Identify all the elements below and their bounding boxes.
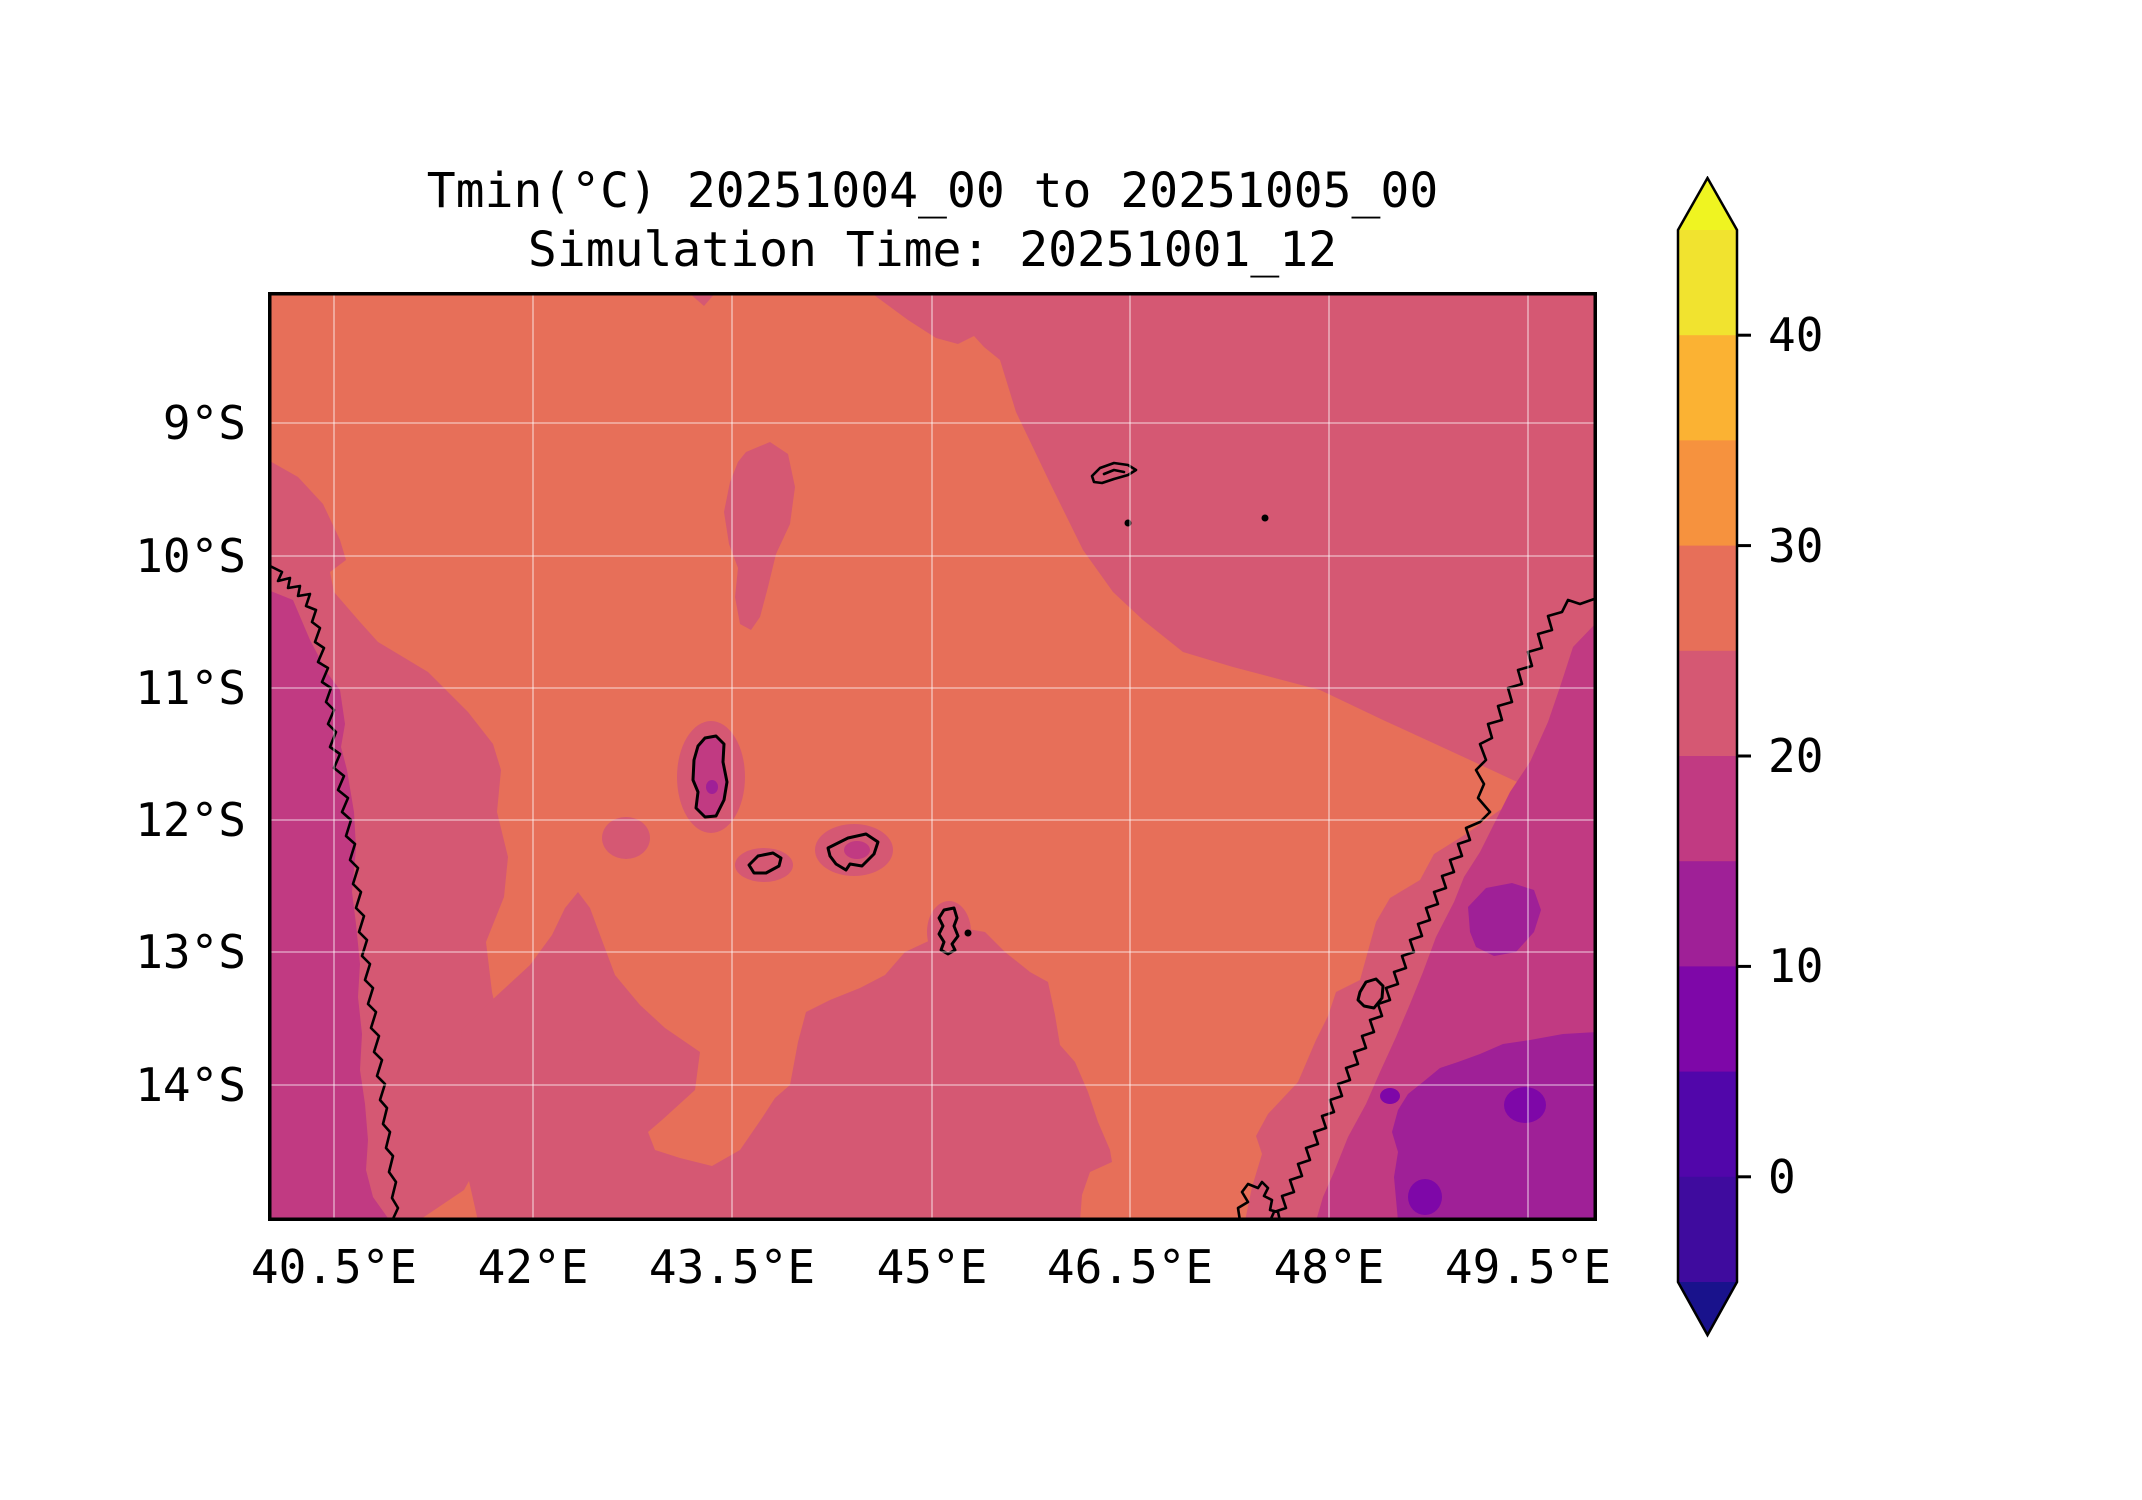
colorbar-outline xyxy=(1676,176,1739,1338)
fill-band-5-10-spot-b xyxy=(1504,1087,1546,1123)
island-mayotte xyxy=(937,906,960,956)
y-tick-label: 11°S xyxy=(135,661,246,715)
fill-band-20-25-northeast xyxy=(870,292,1597,810)
colorbar-tick-label: 0 xyxy=(1768,1149,1796,1204)
island-nosy-be xyxy=(1356,977,1385,1010)
colorbar-tick-label: 10 xyxy=(1768,939,1824,994)
fill-band-10-15-amber-massif xyxy=(1468,883,1541,956)
y-tick-label: 12°S xyxy=(135,793,246,847)
colorbar-band-40-45 xyxy=(1678,230,1737,336)
x-tick-label: 49.5°E xyxy=(1444,1240,1612,1294)
islet-dot-3 xyxy=(964,929,972,937)
coastline-madagascar-bay xyxy=(1236,1180,1282,1221)
colorbar-band-25-30 xyxy=(1678,545,1737,652)
x-tick-label: 42°E xyxy=(477,1240,589,1294)
colorbar-band-35-40 xyxy=(1678,335,1737,441)
title-line-1: Tmin(°C) 20251004_00 to 20251005_00 xyxy=(426,163,1439,219)
colorbar xyxy=(1676,176,1751,1338)
y-tick-label: 9°S xyxy=(162,396,246,450)
coastline-africa xyxy=(268,563,400,1221)
fill-band-15-20-anjouan-core xyxy=(844,841,870,859)
colorbar-tick-label: 20 xyxy=(1768,729,1824,783)
map-plot-area xyxy=(268,292,1597,1221)
colorbar-bands xyxy=(1678,230,1737,1283)
colorbar-tick-label: 30 xyxy=(1768,518,1824,573)
colorbar-band-0-5 xyxy=(1678,1071,1737,1178)
fill-band-20-25-comoro-plume xyxy=(724,442,795,630)
colorbar-band-10-15 xyxy=(1678,861,1737,967)
colorbar-band-30-35 xyxy=(1678,440,1737,547)
island-moheli xyxy=(747,851,783,875)
fill-band-20-25-small-dot xyxy=(572,1040,590,1068)
fill-band-5-10-spot-c xyxy=(1380,1088,1400,1104)
colorbar-under-arrow xyxy=(1678,1282,1737,1335)
fill-band-10-15-southeast xyxy=(1392,1032,1597,1221)
x-tick-label: 40.5°E xyxy=(250,1240,418,1294)
title-line-2: Simulation Time: 20251001_12 xyxy=(527,222,1338,278)
x-tick-label: 46.5°E xyxy=(1046,1240,1214,1294)
colorbar-band-15-20 xyxy=(1678,756,1737,862)
island-glorioso xyxy=(1090,461,1138,485)
colorbar-tick-label: 40 xyxy=(1768,308,1824,363)
x-tick-label: 43.5°E xyxy=(648,1240,816,1294)
islet-dot-2 xyxy=(1261,514,1269,522)
plot-title: Tmin(°C) 20251004_00 to 20251005_00 Simu… xyxy=(268,162,1597,280)
colorbar-band-20-25 xyxy=(1678,650,1737,757)
fill-band-20-25-blob-west-comore xyxy=(602,817,650,859)
y-tick-label: 14°S xyxy=(135,1058,246,1112)
fill-band-15-20-africa-land xyxy=(268,590,390,1221)
colorbar-tick-marks xyxy=(1737,333,1751,1179)
y-tick-label: 13°S xyxy=(135,925,246,979)
y-tick-label: 10°S xyxy=(135,529,246,583)
colorbar-over-arrow xyxy=(1678,178,1737,230)
colorbar-band-5-10 xyxy=(1678,966,1737,1073)
x-tick-label: 48°E xyxy=(1273,1240,1385,1294)
island-grande-comore xyxy=(691,734,729,819)
graticule-gridlines xyxy=(268,292,1597,1221)
fill-band-10-15-grande-comore-core xyxy=(706,780,718,794)
map-frame xyxy=(268,292,1597,1221)
colorbar-band--5-0 xyxy=(1678,1176,1737,1283)
x-tick-label: 45°E xyxy=(876,1240,988,1294)
fill-band-20-25-south-band xyxy=(458,892,1112,1221)
coastline-madagascar xyxy=(1268,596,1597,1221)
fill-band-5-10-spot-a xyxy=(1408,1179,1442,1215)
